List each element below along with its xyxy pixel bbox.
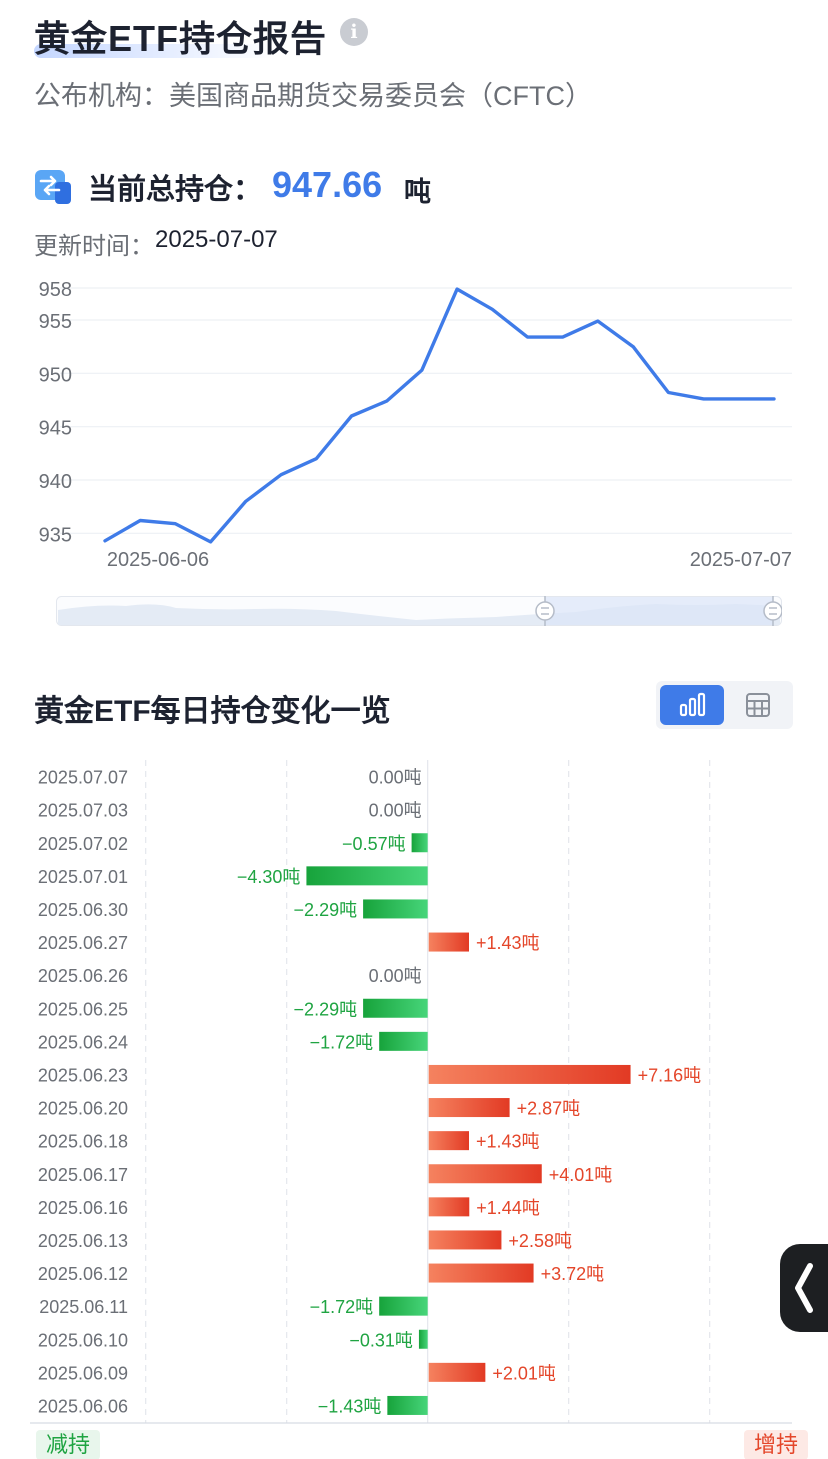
y-tick-label: 958 xyxy=(39,279,72,301)
category-label: 2025.06.30 xyxy=(38,900,128,920)
slider-selection[interactable] xyxy=(545,597,773,625)
bar-data-label: −1.43吨 xyxy=(318,1396,382,1416)
legend-decrease: 减持 xyxy=(36,1430,101,1459)
bar-decrease[interactable] xyxy=(379,1031,428,1051)
bar-increase[interactable] xyxy=(428,1197,470,1217)
slider-handle-right[interactable] xyxy=(763,601,782,621)
bar-increase[interactable] xyxy=(428,932,469,952)
bar-data-label: −2.29吨 xyxy=(294,900,358,920)
bar-increase[interactable] xyxy=(428,1164,542,1184)
y-tick-label: 945 xyxy=(39,418,72,440)
daily-change-bar-chart[interactable]: −10−505102025.07.070.00吨2025.07.030.00吨2… xyxy=(0,750,828,1430)
bar-increase[interactable] xyxy=(428,1064,631,1084)
category-label: 2025.06.16 xyxy=(38,1198,128,1218)
category-label: 2025.07.03 xyxy=(38,801,128,821)
bar-decrease[interactable] xyxy=(379,1296,428,1316)
bar-decrease[interactable] xyxy=(411,833,428,853)
category-label: 2025.06.26 xyxy=(38,966,128,986)
title-highlight xyxy=(34,44,274,58)
category-label: 2025.06.06 xyxy=(38,1396,128,1416)
bar-increase[interactable] xyxy=(428,1131,469,1151)
bar-data-label: +1.43吨 xyxy=(476,933,540,953)
y-tick-label: 950 xyxy=(39,364,72,386)
bar-data-label: −2.29吨 xyxy=(294,999,358,1019)
bar-chart-icon xyxy=(679,692,706,717)
x-tick-label: 2025-07-07 xyxy=(690,549,792,571)
holding-value: 947.66 xyxy=(272,164,383,205)
category-label: 2025.06.12 xyxy=(38,1264,128,1284)
bar-data-label: 0.00吨 xyxy=(369,768,422,788)
bar-data-label: +7.16吨 xyxy=(638,1065,702,1085)
y-tick-label: 935 xyxy=(39,524,72,546)
update-label: 更新时间： xyxy=(34,233,154,260)
bar-decrease[interactable] xyxy=(387,1395,428,1415)
range-slider[interactable] xyxy=(56,596,782,626)
bar-data-label: +4.01吨 xyxy=(549,1165,613,1185)
slider-handle-left[interactable] xyxy=(535,601,555,621)
bar-data-label: +3.72吨 xyxy=(541,1264,605,1284)
publisher-text: 公布机构：美国商品期货交易委员会（CFTC） xyxy=(34,81,592,111)
category-label: 2025.06.17 xyxy=(38,1165,128,1185)
category-label: 2025.07.07 xyxy=(38,768,128,788)
legend-increase: 增持 xyxy=(744,1430,809,1459)
side-collapse-tab[interactable] xyxy=(780,1244,828,1332)
table-icon xyxy=(746,693,770,717)
bar-data-label: +1.43吨 xyxy=(476,1132,540,1152)
info-icon[interactable]: i xyxy=(340,18,368,46)
section-title: 黄金ETF每日持仓变化一览 xyxy=(34,695,391,728)
update-value: 2025-07-07 xyxy=(155,226,278,253)
bar-data-label: +2.01吨 xyxy=(492,1363,556,1383)
holding-line-chart[interactable]: 935 940 945 950 955 958 2025-06-06 2025-07-07 xyxy=(0,270,828,580)
bar-data-label: +1.44吨 xyxy=(476,1198,540,1218)
bar-decrease[interactable] xyxy=(363,998,428,1018)
bar-decrease[interactable] xyxy=(418,1329,428,1349)
bar-decrease[interactable] xyxy=(306,866,428,886)
holding-label: 当前总持仓： xyxy=(88,174,263,206)
category-label: 2025.06.18 xyxy=(38,1132,128,1152)
category-label: 2025.06.27 xyxy=(38,933,128,953)
holding-line xyxy=(103,287,776,544)
bar-data-label: +2.58吨 xyxy=(508,1231,572,1251)
bar-decrease[interactable] xyxy=(363,899,428,919)
bar-data-label: −0.31吨 xyxy=(349,1330,413,1350)
category-label: 2025.06.24 xyxy=(38,1032,128,1052)
holding-unit: 吨 xyxy=(404,177,431,207)
category-label: 2025.06.09 xyxy=(38,1363,128,1383)
bar-data-label: −4.30吨 xyxy=(237,867,301,887)
bar-increase[interactable] xyxy=(428,1230,502,1250)
page-title: 黄金ETF持仓报告 xyxy=(34,18,327,59)
x-tick-label: 2025-06-06 xyxy=(107,549,209,571)
transfer-icon xyxy=(35,170,71,204)
category-label: 2025.07.01 xyxy=(38,867,128,887)
y-tick-label: 955 xyxy=(39,311,72,333)
bar-data-label: 0.00吨 xyxy=(369,966,422,986)
y-tick-label: 940 xyxy=(39,471,72,493)
bar-data-label: −1.72吨 xyxy=(310,1032,374,1052)
bar-data-label: −1.72吨 xyxy=(310,1297,374,1317)
table-view-button[interactable] xyxy=(728,685,788,725)
view-toggle xyxy=(656,681,793,729)
category-label: 2025.06.11 xyxy=(39,1297,128,1317)
category-label: 2025.07.02 xyxy=(38,834,128,854)
chevron-left-icon xyxy=(795,1263,813,1313)
bar-data-label: −0.57吨 xyxy=(342,834,406,854)
category-label: 2025.06.23 xyxy=(38,1065,128,1085)
bar-view-button[interactable] xyxy=(660,685,724,725)
category-label: 2025.06.20 xyxy=(38,1099,128,1119)
category-label: 2025.06.13 xyxy=(38,1231,128,1251)
category-label: 2025.06.25 xyxy=(38,999,128,1019)
bar-increase[interactable] xyxy=(428,1263,534,1283)
bar-increase[interactable] xyxy=(428,1098,510,1118)
category-label: 2025.06.10 xyxy=(38,1330,128,1350)
bar-increase[interactable] xyxy=(428,1362,486,1382)
bar-data-label: +2.87吨 xyxy=(517,1099,581,1119)
bar-data-label: 0.00吨 xyxy=(369,801,422,821)
